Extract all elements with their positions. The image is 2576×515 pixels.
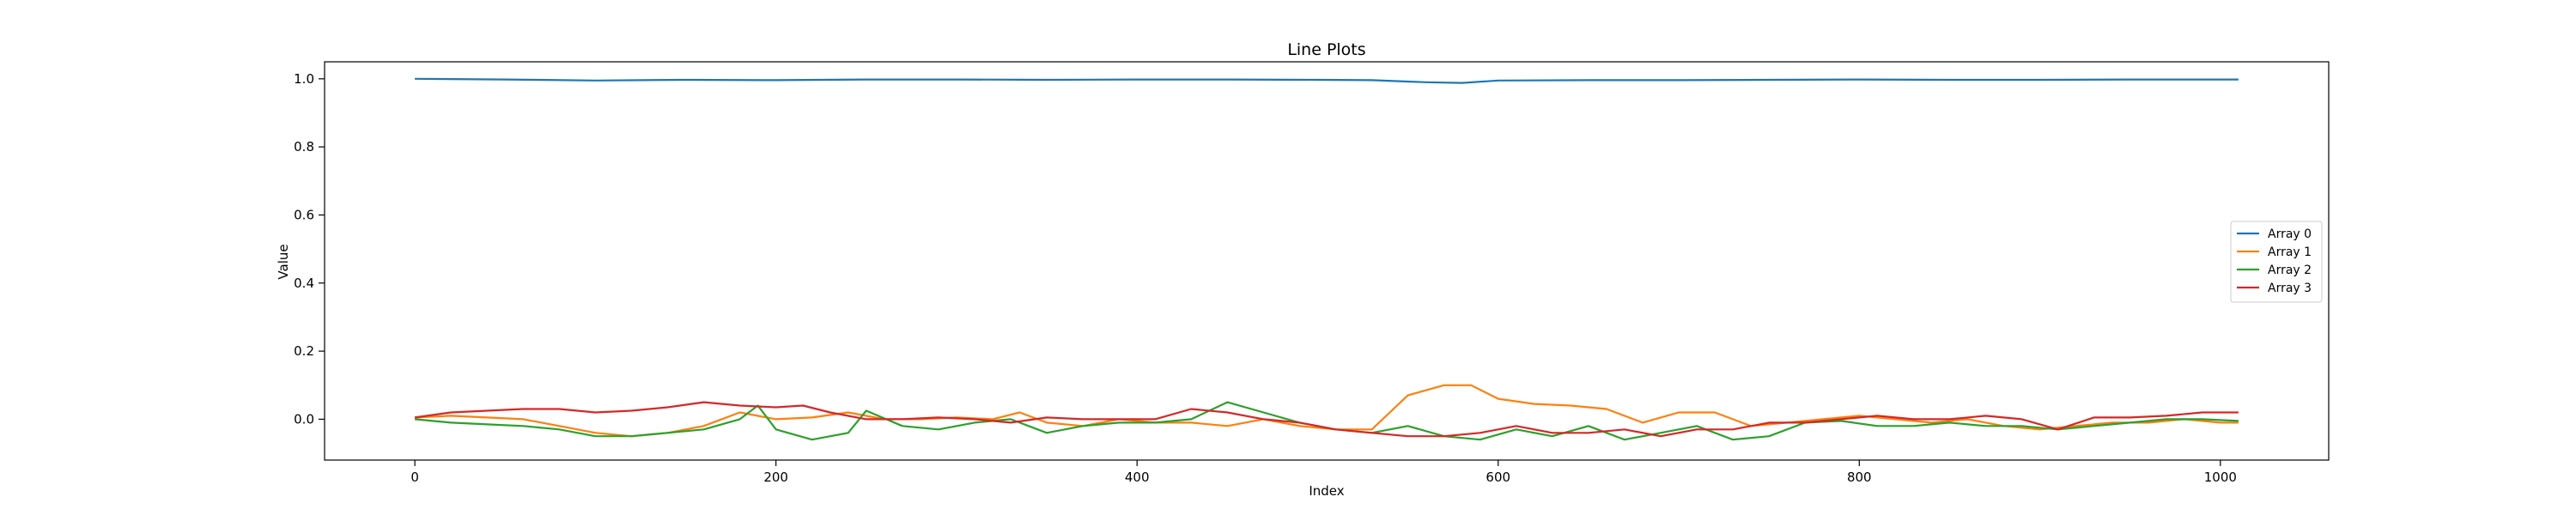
- plot-frame: [324, 61, 2330, 461]
- x-axis-label: Index: [1309, 483, 1344, 499]
- legend-label: Array 1: [2268, 245, 2312, 259]
- y-tick-label: 1.0: [294, 71, 314, 87]
- chart-title: Line Plots: [1287, 40, 1365, 59]
- x-tick-label: 1000: [2204, 470, 2237, 485]
- x-tick-label: 0: [410, 470, 419, 485]
- legend-label: Array 0: [2268, 227, 2312, 241]
- x-tick-label: 800: [1847, 470, 1872, 485]
- y-tick-label: 0.2: [294, 343, 314, 359]
- series-line-0: [415, 77, 2239, 84]
- x-tick-label: 400: [1125, 470, 1150, 485]
- y-tick-label: 0.8: [294, 139, 314, 154]
- y-axis-label: Value: [276, 244, 291, 279]
- legend-label: Array 3: [2268, 282, 2312, 295]
- x-tick-label: 200: [763, 470, 788, 485]
- y-tick-label: 0.0: [294, 411, 314, 427]
- y-tick-label: 0.6: [294, 207, 314, 222]
- x-tick-label: 600: [1485, 470, 1510, 485]
- plot-area: [414, 77, 2239, 441]
- y-tick-label: 0.4: [294, 276, 314, 291]
- legend-box: [2230, 221, 2323, 303]
- legend: Array 0 Array 1 Array 2 Array 3: [2230, 221, 2323, 303]
- series-line-1: [415, 384, 2239, 438]
- legend-label: Array 2: [2268, 264, 2312, 277]
- x-axis: 0 200 400 600 800 1000: [410, 460, 2237, 485]
- series-line-3: [414, 401, 2239, 438]
- y-axis: 0.0 0.2 0.4 0.6 0.8 1.0: [294, 71, 325, 427]
